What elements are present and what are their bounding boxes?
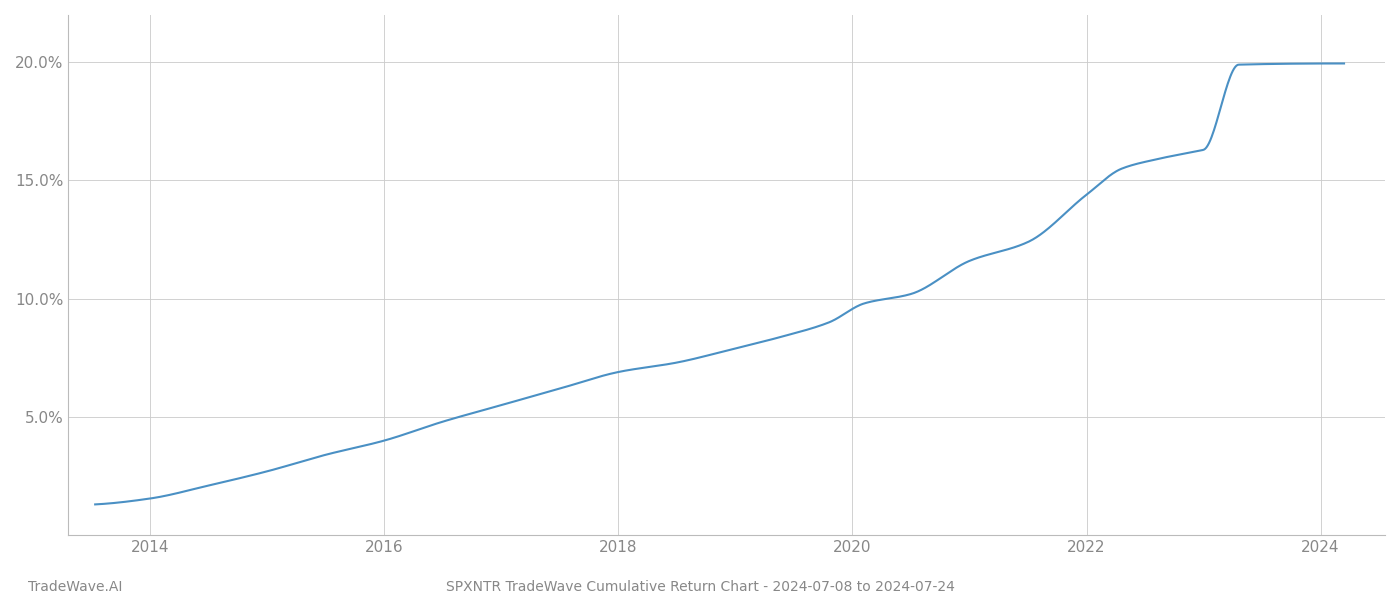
Text: SPXNTR TradeWave Cumulative Return Chart - 2024-07-08 to 2024-07-24: SPXNTR TradeWave Cumulative Return Chart…: [445, 580, 955, 594]
Text: TradeWave.AI: TradeWave.AI: [28, 580, 122, 594]
